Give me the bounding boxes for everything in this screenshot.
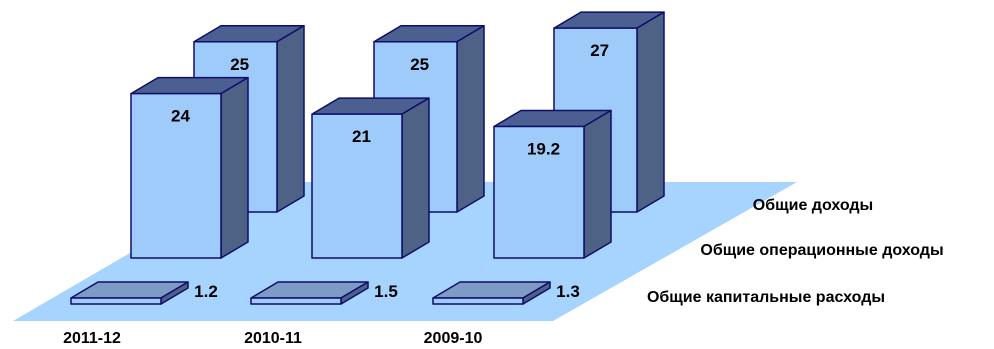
data-label-operating-income-2010-11: 21 xyxy=(352,127,371,146)
legend-series-2: Общие операционные доходы xyxy=(700,242,943,259)
data-label-total-income-2011-12: 25 xyxy=(230,55,249,74)
bar-capital-expenditure-2010-11 xyxy=(250,281,369,305)
bars-layer xyxy=(70,11,665,305)
bar-operating-income-2009-10-side xyxy=(583,109,612,259)
legend-series-3: Общие капитальные расходы xyxy=(647,289,885,306)
bar-operating-income-2011-12 xyxy=(130,76,249,259)
data-label-operating-income-2009-10: 19.2 xyxy=(527,139,560,158)
data-label-capital-expenditure-2009-10: 1.3 xyxy=(556,282,580,301)
data-label-total-income-2010-11: 25 xyxy=(410,55,429,74)
bar-capital-expenditure-2011-12 xyxy=(70,281,189,305)
data-label-capital-expenditure-2010-11: 1.5 xyxy=(374,282,398,301)
bar-total-income-2010-11-side xyxy=(456,25,485,213)
data-labels-layer: 25 25 27 24 21 19.2 1.2 1.5 1.3 xyxy=(171,41,609,301)
x-tick-label-2009-10: 2009-10 xyxy=(424,330,483,347)
legend-series-1: Общие доходы xyxy=(753,197,873,214)
bar-operating-income-2011-12-side xyxy=(220,76,249,259)
x-tick-label-2010-11: 2010-11 xyxy=(244,330,302,347)
bar-capital-expenditure-2011-12-front xyxy=(70,297,162,305)
bar-operating-income-2010-11-front xyxy=(311,113,403,259)
bar-capital-expenditure-2009-10 xyxy=(432,281,551,305)
bar-operating-income-2010-11-side xyxy=(401,97,430,259)
bar-total-income-2011-12-side xyxy=(276,25,305,213)
data-label-operating-income-2011-12: 24 xyxy=(171,107,190,126)
x-tick-label-2011-12: 2011-12 xyxy=(63,330,121,347)
bar-operating-income-2011-12-front xyxy=(130,92,222,259)
data-label-capital-expenditure-2011-12: 1.2 xyxy=(194,282,218,301)
bar-operating-income-2009-10 xyxy=(493,109,612,259)
bar-operating-income-2009-10-front xyxy=(493,125,585,259)
bar-operating-income-2010-11 xyxy=(311,97,430,259)
data-label-total-income-2009-10: 27 xyxy=(590,41,609,60)
bar-total-income-2009-10-side xyxy=(636,11,665,213)
bar-capital-expenditure-2010-11-front xyxy=(250,297,342,305)
bar-capital-expenditure-2009-10-front xyxy=(432,297,524,305)
